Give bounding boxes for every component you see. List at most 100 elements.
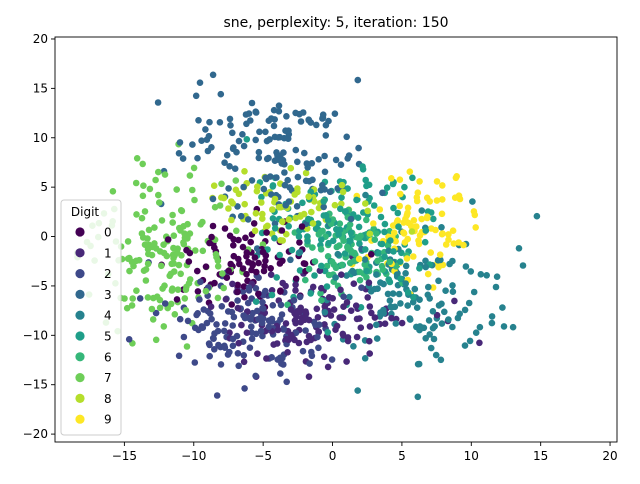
data-point xyxy=(449,323,456,331)
data-point xyxy=(299,199,306,207)
data-point xyxy=(195,326,202,334)
data-point xyxy=(431,323,439,330)
data-point xyxy=(203,319,211,327)
data-point xyxy=(183,343,191,350)
data-point xyxy=(279,237,287,244)
data-point xyxy=(315,344,322,352)
data-point xyxy=(248,335,256,343)
data-point xyxy=(353,315,361,323)
data-point xyxy=(325,335,333,342)
data-point xyxy=(292,146,300,154)
data-point xyxy=(284,301,291,309)
data-point xyxy=(173,296,181,303)
data-point xyxy=(339,314,347,322)
data-point xyxy=(449,288,457,296)
data-point xyxy=(292,281,299,289)
data-point xyxy=(334,250,342,258)
data-point xyxy=(364,207,372,215)
data-point xyxy=(305,193,313,200)
data-point xyxy=(325,117,332,125)
data-point xyxy=(186,276,194,283)
data-point xyxy=(368,309,375,317)
y-tick-label: −20 xyxy=(23,427,48,441)
data-point xyxy=(321,303,329,310)
data-point xyxy=(451,297,458,305)
legend-title: Digit xyxy=(71,205,100,219)
data-point xyxy=(121,295,128,302)
data-point xyxy=(239,243,247,251)
data-point xyxy=(435,277,442,285)
data-point xyxy=(154,99,162,106)
data-point xyxy=(338,261,346,269)
data-point xyxy=(229,342,237,350)
data-point xyxy=(354,214,362,221)
data-point xyxy=(376,206,384,213)
legend-marker xyxy=(75,248,85,258)
data-point xyxy=(406,168,414,175)
data-point xyxy=(262,257,269,265)
data-point xyxy=(190,164,198,172)
data-point xyxy=(271,234,278,242)
data-point xyxy=(288,246,296,254)
data-point xyxy=(302,308,309,315)
data-point xyxy=(374,257,381,265)
data-point xyxy=(250,220,258,227)
data-point xyxy=(216,119,224,126)
data-point xyxy=(422,227,430,234)
data-point xyxy=(323,283,331,290)
data-point xyxy=(234,288,241,296)
data-point xyxy=(229,200,236,207)
data-point xyxy=(191,359,199,366)
data-point xyxy=(171,311,179,318)
data-point xyxy=(420,324,428,332)
data-point xyxy=(261,262,268,270)
data-point xyxy=(433,178,441,185)
x-tick-label: 15 xyxy=(533,449,548,463)
data-point xyxy=(307,290,315,297)
data-point xyxy=(300,210,308,218)
data-point xyxy=(340,293,347,301)
data-point xyxy=(291,310,298,317)
data-point xyxy=(209,195,217,203)
data-point xyxy=(333,226,340,233)
data-point xyxy=(136,295,144,302)
data-point xyxy=(200,306,208,313)
data-point xyxy=(332,274,339,281)
data-point xyxy=(156,304,164,312)
data-point xyxy=(243,136,251,143)
data-point xyxy=(394,217,402,224)
data-point xyxy=(232,177,240,184)
legend-marker xyxy=(75,310,85,320)
data-point xyxy=(402,262,410,270)
data-point xyxy=(226,163,233,170)
data-point xyxy=(432,351,440,359)
data-point xyxy=(144,294,152,301)
data-point xyxy=(228,216,235,224)
data-point xyxy=(312,225,320,232)
legend-frame xyxy=(60,199,122,436)
data-point xyxy=(392,320,400,327)
data-point xyxy=(370,202,378,209)
data-point xyxy=(175,261,183,269)
data-point xyxy=(209,222,217,230)
data-point xyxy=(285,131,293,138)
data-point xyxy=(234,281,241,289)
data-point xyxy=(324,329,332,336)
data-point xyxy=(196,79,204,86)
data-point xyxy=(445,316,452,323)
data-point xyxy=(383,184,391,191)
data-point xyxy=(293,203,301,210)
data-point xyxy=(395,223,402,230)
data-point xyxy=(195,117,202,124)
data-point xyxy=(239,288,247,295)
data-point xyxy=(425,317,433,324)
data-point xyxy=(192,247,199,254)
data-point xyxy=(344,334,352,341)
data-point xyxy=(271,116,279,123)
data-point xyxy=(390,248,397,255)
data-point xyxy=(150,294,157,302)
data-point xyxy=(397,300,404,307)
data-point xyxy=(135,256,143,264)
